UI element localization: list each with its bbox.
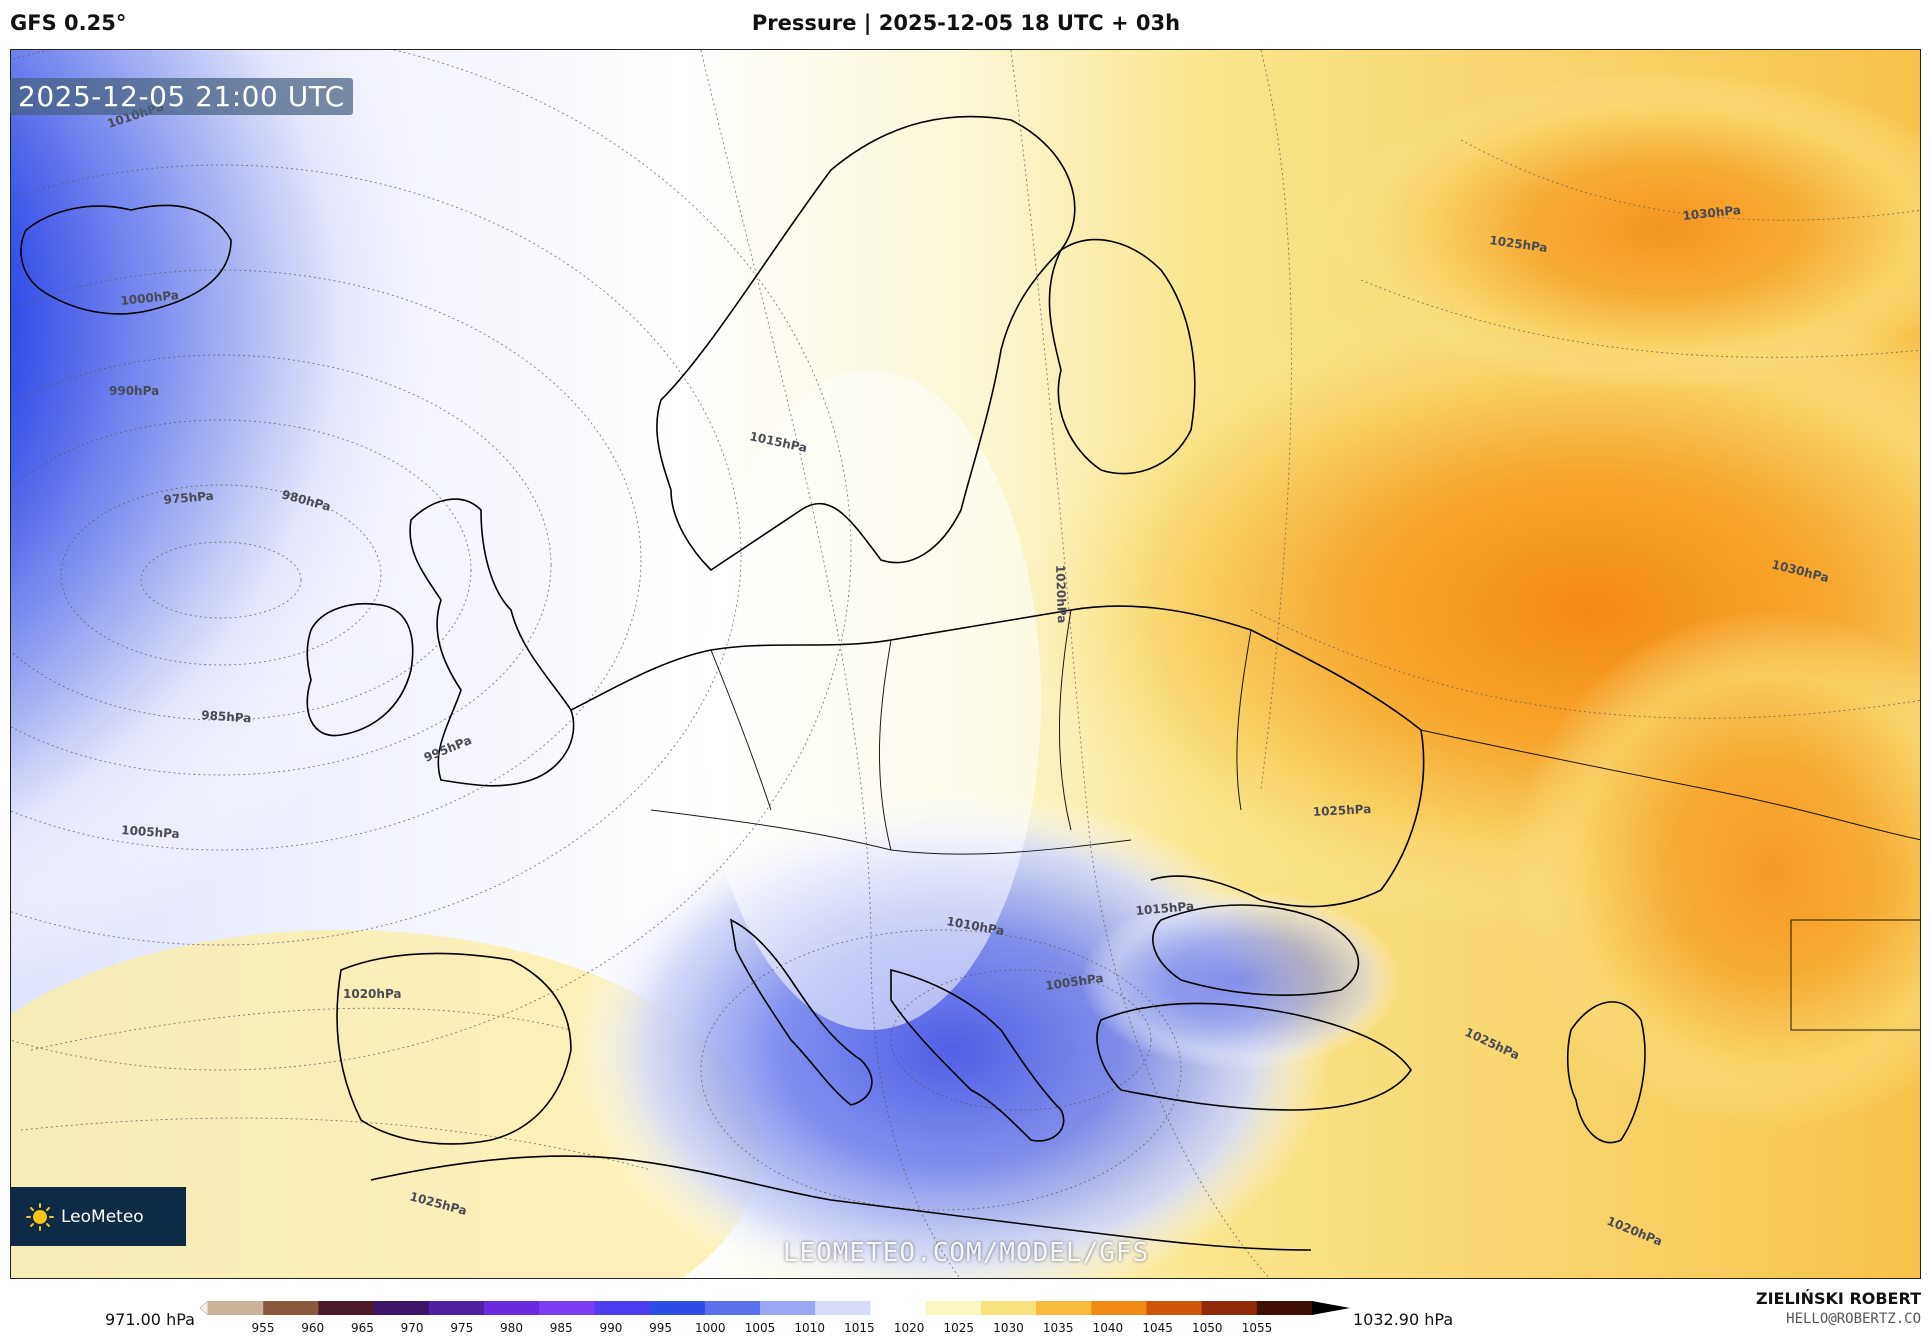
colorbar-tick-label: 1035 xyxy=(1042,1321,1074,1335)
colorbar-segment xyxy=(1146,1301,1203,1315)
colorbar-segment xyxy=(484,1301,540,1315)
colorbar-segment xyxy=(208,1301,264,1315)
colorbar-tick-label: 1030 xyxy=(993,1321,1024,1335)
colorbar-tick-label: 965 xyxy=(350,1321,374,1335)
colorbar-segment xyxy=(428,1301,485,1315)
colorbar-tick-label: 1040 xyxy=(1092,1321,1124,1335)
colorbar-tick-label: 1010 xyxy=(794,1321,825,1335)
colorbar xyxy=(200,1300,1350,1316)
colorbar-segment xyxy=(318,1301,375,1315)
pressure-field: 1010hPa 1000hPa 990hPa 975hPa 980hPa 985… xyxy=(11,50,1920,1278)
sun-icon xyxy=(26,1202,54,1231)
colorbar-segment xyxy=(980,1301,1037,1315)
coastlines xyxy=(20,115,1920,1251)
colorbar-segment xyxy=(870,1301,927,1315)
leometeo-logo[interactable]: LeoMeteo xyxy=(11,1187,186,1246)
isobar-label: 1020hPa xyxy=(1053,565,1069,624)
pressure-map[interactable]: 1010hPa 1000hPa 990hPa 975hPa 980hPa 985… xyxy=(10,49,1921,1279)
colorbar-ticks: 955 960 965 970 975 980 985 990 995 1000 1005 1010 1… xyxy=(0,1321,1932,1337)
colorbar-segment xyxy=(704,1301,761,1315)
colorbar-segment xyxy=(539,1301,595,1315)
colorbar-tick-label: 1045 xyxy=(1142,1321,1173,1335)
colorbar-segment xyxy=(594,1301,651,1315)
colorbar-segment xyxy=(1256,1301,1313,1315)
colorbar-segment xyxy=(1091,1301,1147,1315)
isobar-label: 990hPa xyxy=(109,384,159,398)
colorbar-min-label: 971.00 hPa xyxy=(105,1310,195,1329)
colorbar-tick-label: 960 xyxy=(301,1321,325,1335)
valid-time-badge: 2025-12-05 21:00 UTC xyxy=(10,78,353,115)
colorbar-tick-label: 1050 xyxy=(1192,1321,1223,1335)
isobar-label: 1000hPa xyxy=(120,288,180,308)
colorbar-tick-label: 970 xyxy=(400,1321,424,1335)
colorbar-segment xyxy=(760,1301,816,1315)
colorbar-segment xyxy=(815,1301,871,1315)
colorbar-segment xyxy=(1201,1301,1258,1315)
colorbar-max-label: 1032.90 hPa xyxy=(1353,1310,1454,1329)
colorbar-tick-label: 995 xyxy=(649,1321,673,1335)
colorbar-max-arrow xyxy=(1312,1301,1350,1315)
colorbar-segment xyxy=(925,1301,982,1315)
chart-title: Pressure | 2025-12-05 18 UTC + 03h xyxy=(751,11,1181,35)
isobar-label: 985hPa xyxy=(201,708,252,725)
author-name: ZIELIŃSKI ROBERT xyxy=(1755,1289,1921,1308)
colorbar-tick-label: 1000 xyxy=(695,1321,726,1335)
colorbar-tick-label: 1005 xyxy=(744,1321,776,1335)
colorbar-tick-label: 1025 xyxy=(943,1321,975,1335)
watermark-url: LEOMETEO.COM/MODEL/GFS xyxy=(782,1238,1150,1268)
colorbar-tick-label: 1055 xyxy=(1241,1321,1273,1335)
colorbar-segment xyxy=(373,1301,430,1315)
colorbar-tick-label: 1015 xyxy=(844,1321,875,1335)
isobar-label: 975hPa xyxy=(163,489,214,507)
colorbar-tick-label: 980 xyxy=(500,1321,523,1335)
colorbar-tick-label: 1020 xyxy=(893,1321,925,1335)
colorbar-tick-label: 975 xyxy=(450,1321,474,1335)
colorbar-segment xyxy=(649,1301,706,1315)
colorbar-tick-label: 955 xyxy=(251,1321,275,1335)
colorbar-segment xyxy=(1036,1301,1092,1315)
isobar-label: 1015hPa xyxy=(1135,899,1195,918)
model-label: GFS 0.25° xyxy=(10,11,127,35)
isobar-label: 1005hPa xyxy=(121,823,180,841)
author-email[interactable]: HELLO@ROBERTZ.CO xyxy=(1786,1311,1921,1327)
isobar-label: 1030hPa xyxy=(1682,203,1742,223)
logo-wordmark: LeoMeteo xyxy=(61,1206,144,1227)
isobar-label: 1020hPa xyxy=(343,987,402,1001)
isobar-label: 1025hPa xyxy=(1312,802,1371,819)
author-credit: ZIELIŃSKI ROBERT HELLO@ROBERTZ.CO xyxy=(1756,1289,1921,1327)
colorbar-tick-label: 990 xyxy=(599,1321,623,1335)
colorbar-min-arrow xyxy=(200,1300,209,1316)
colorbar-tick-label: 985 xyxy=(549,1321,573,1335)
colorbar-segment xyxy=(263,1301,319,1315)
